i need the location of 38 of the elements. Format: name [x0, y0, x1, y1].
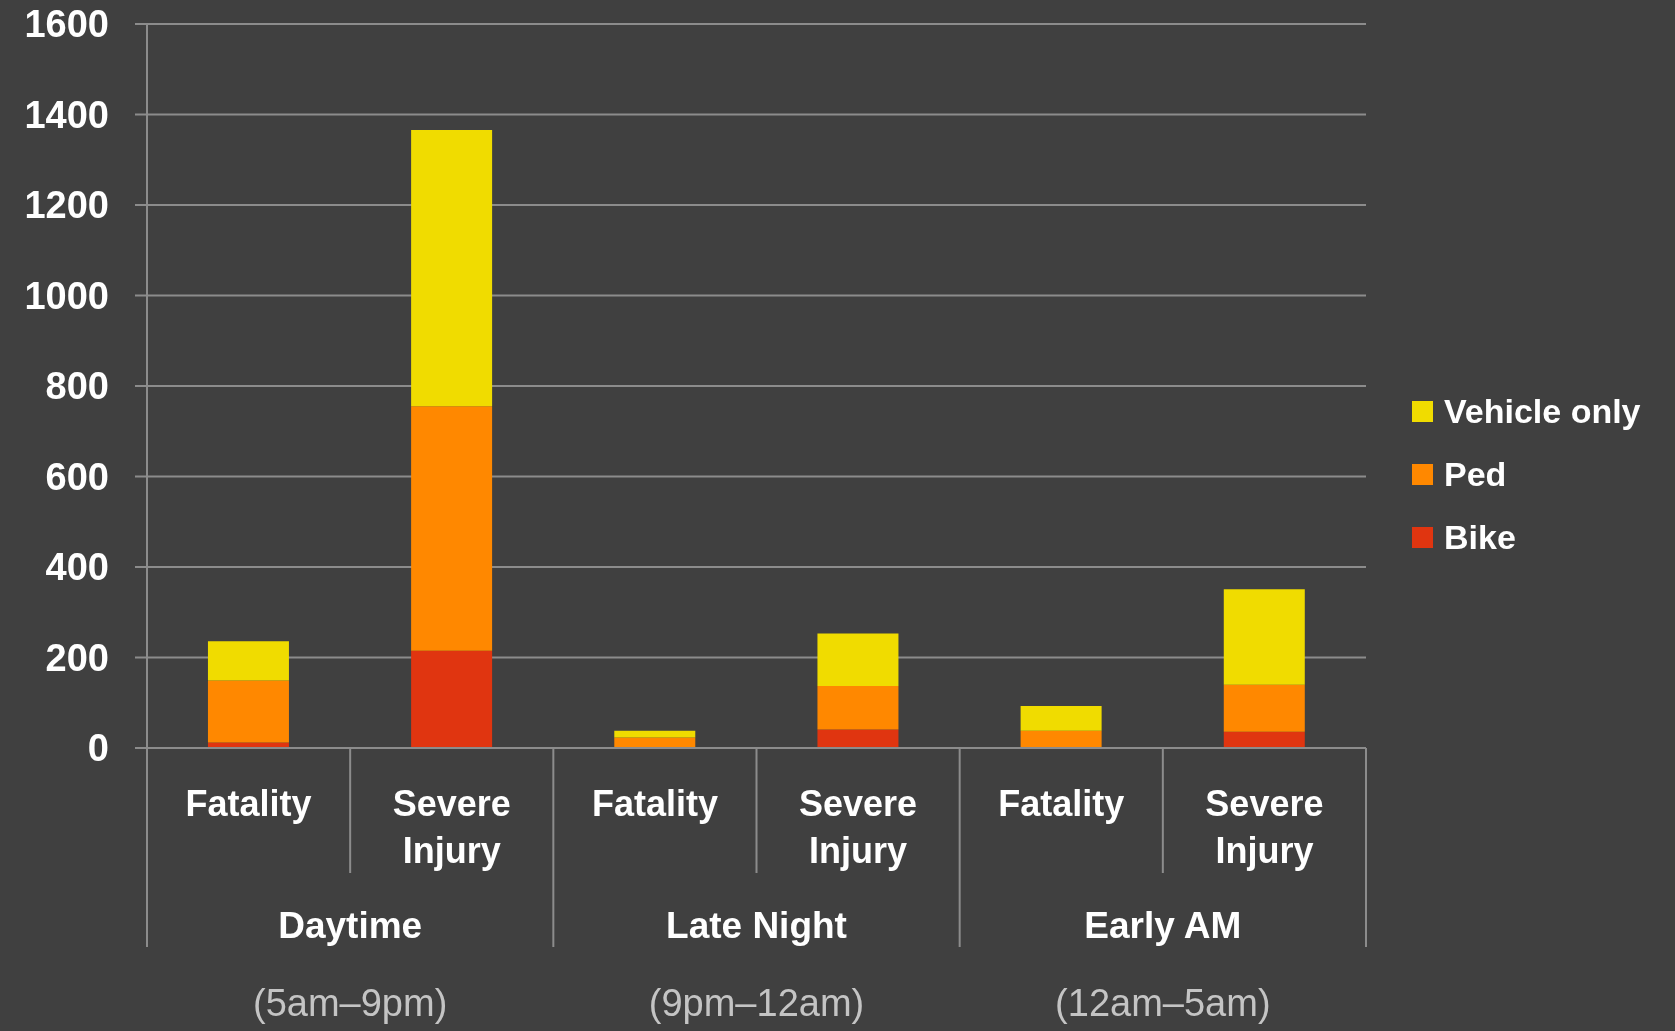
bar	[1223, 684, 1305, 732]
y-tick-label: 400	[45, 546, 109, 589]
bar	[1223, 731, 1305, 748]
bar	[1020, 730, 1102, 748]
x-tick-label: Fatality	[998, 783, 1125, 824]
text: Early AM	[1084, 905, 1242, 946]
bar	[817, 729, 899, 748]
bar	[207, 680, 289, 743]
x-tick-label: Severe Injury	[799, 783, 918, 871]
y-tick-label: 1400	[24, 93, 109, 136]
x-tick-label: Fatality	[185, 783, 312, 824]
bar	[817, 686, 899, 730]
y-tick-label: 600	[45, 455, 109, 498]
text: (12am–5am)	[1055, 982, 1271, 1024]
bar	[411, 129, 493, 407]
text: (5am–9pm)	[253, 982, 448, 1024]
bar	[1223, 589, 1305, 685]
bar	[817, 633, 899, 687]
legend-label: Ped	[1444, 455, 1507, 494]
text: Daytime	[278, 905, 423, 946]
bar	[614, 730, 696, 738]
bar	[411, 650, 493, 748]
bar	[411, 406, 493, 651]
legend-label: Bike	[1444, 518, 1516, 557]
y-tick-label: 200	[45, 636, 109, 679]
x-tick-label: Severe Injury	[1205, 783, 1324, 871]
y-tick-label: 1200	[24, 184, 109, 227]
text: (9pm–12am)	[648, 982, 865, 1024]
text: Late Night	[666, 905, 847, 946]
y-tick-label: 1000	[24, 274, 109, 317]
y-tick-label: 1600	[24, 3, 109, 46]
x-tick-label: Severe Injury	[392, 783, 511, 871]
bar	[207, 641, 289, 681]
y-tick-label: 0	[87, 727, 109, 770]
bar	[1020, 705, 1102, 731]
x-tick-label: Fatality	[591, 783, 718, 824]
legend-label: Vehicle only	[1444, 392, 1641, 431]
y-tick-label: 800	[45, 365, 109, 408]
